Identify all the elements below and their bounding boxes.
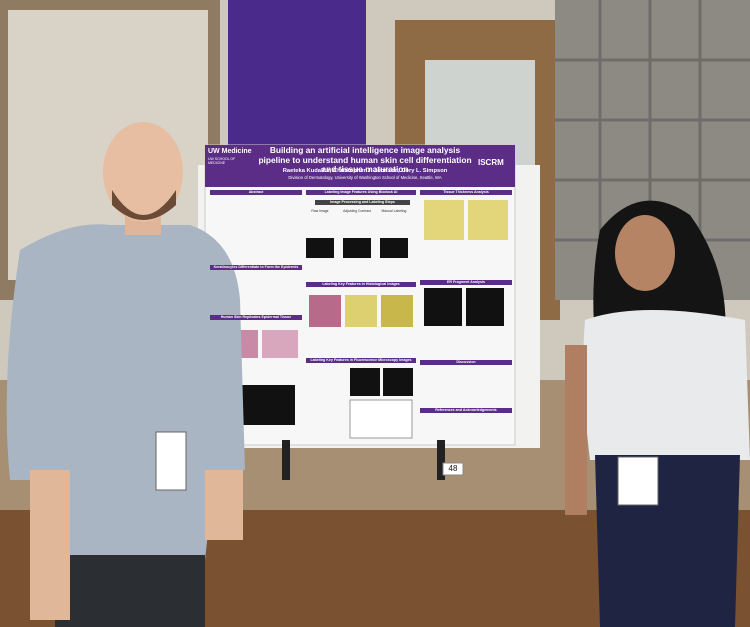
image-panel [381,295,413,327]
section-header: Human Skin Replicates Epidermal Tissue [210,315,302,320]
section-header: Labeling Image Features Using Biodock AI [306,190,416,195]
image-panel [262,330,298,358]
image-panel [383,368,413,396]
image-panel [466,288,504,326]
section-header: Image Processing and Labeling Steps [315,200,410,205]
easel-leg [282,440,290,480]
image-panel [424,200,464,240]
section-header: References and Acknowledgements [420,408,512,413]
purple-banner [228,0,366,150]
image-panel [468,200,508,240]
logo-left-sub: UW SCHOOL OF MEDICINE [208,157,236,166]
image-panel [380,238,408,258]
section-header: Keratinocytes Differentiate to Form the … [210,265,302,270]
image-panel [306,238,334,258]
number-tag [442,462,464,476]
logo-right: ISCRM [478,158,504,167]
section-header: Tissue Thickness Analysis [420,190,512,195]
poster-header [205,145,515,187]
person-right-top [583,310,750,460]
image-panel [343,238,371,258]
section-header: Abstract [210,190,302,195]
badge [155,431,187,491]
person-right-head [615,215,675,291]
image-panel [345,295,377,327]
section-header: Discussion [420,360,512,365]
image-panel [350,368,380,396]
person-left-arm [30,470,70,620]
board-number: 48 [448,464,458,473]
image-panel [240,385,295,425]
step-label: Adjusting Contrast [343,209,371,213]
image-panel [309,295,341,327]
badge [617,456,659,506]
person-right-arm [565,345,587,515]
logo-left: UW Medicine [208,148,252,155]
poster-authors: Raeteka Kudallur, Christopher J. Johnson… [282,168,448,174]
person-left-beard [112,190,176,220]
step-label: Manual Labeling [381,209,407,213]
image-panel [424,288,462,326]
poster-title: Building an artificial intelligence imag… [258,145,472,175]
plot-panel [349,399,413,439]
step-label: Raw Image [311,209,329,213]
easel-leg [437,440,445,480]
poster-affiliation: Division of Dermatology, University of W… [288,175,442,180]
person-left-trousers [55,555,205,627]
section-header: Labeling Key Features in Fluorescence Mi… [306,358,416,363]
person-left-head [103,122,183,222]
section-header: ER Fragment Analysis [420,280,512,285]
person-right-trousers [595,455,740,627]
section-header: Labeling Key Features in Histological Im… [306,282,416,287]
person-left-arm [205,470,243,540]
